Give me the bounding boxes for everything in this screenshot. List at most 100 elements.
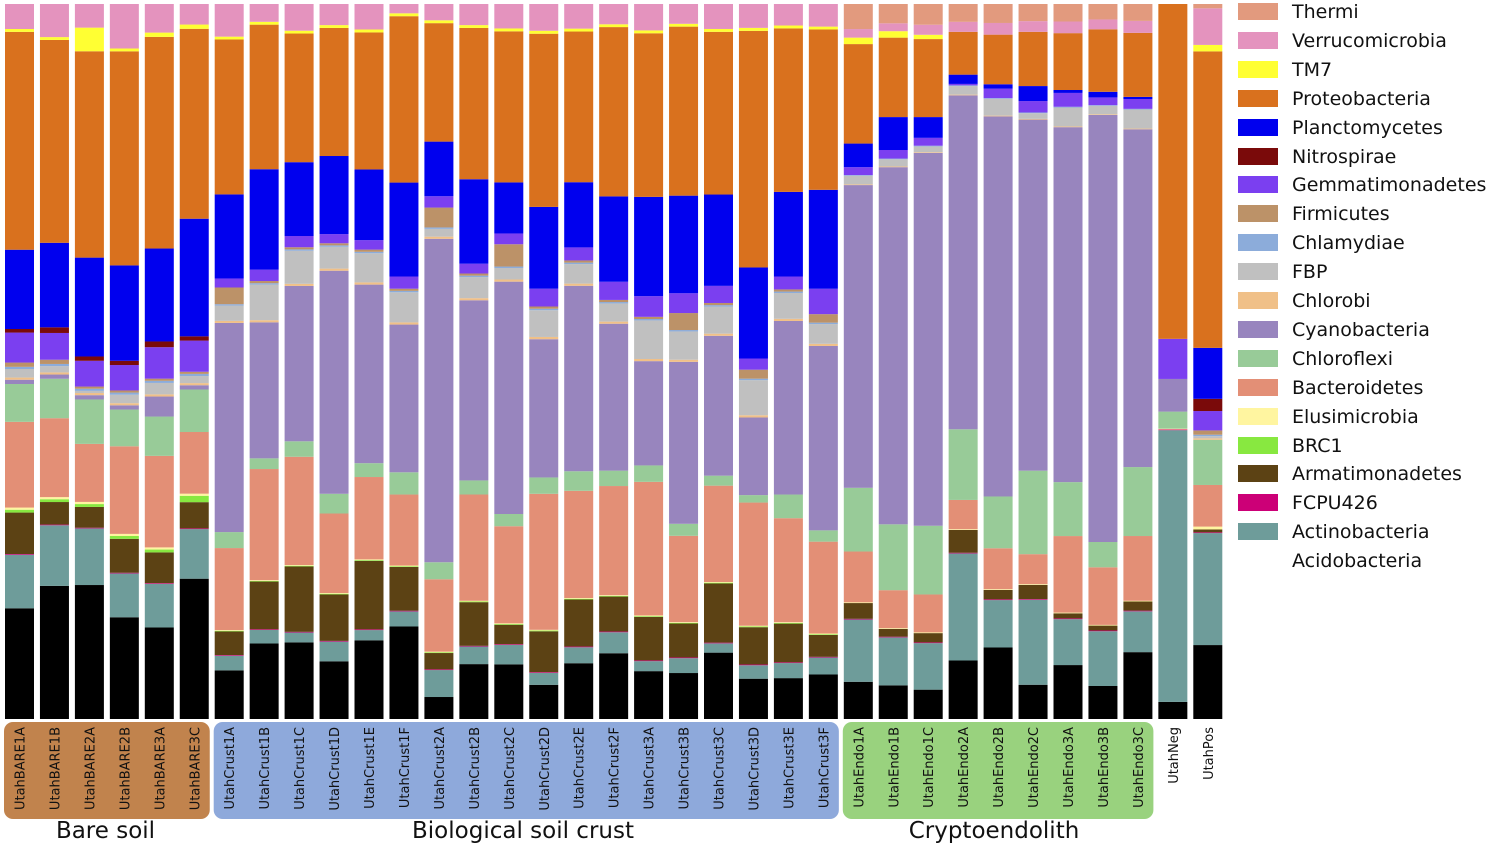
bar-segment-utahcrust3f-proteobacteria [808,29,838,190]
bar-segment-utahbare1b-verrucomicrobia [39,4,69,38]
bar-segment-utahcrust3d-acidobacteria [738,678,768,719]
bar-segment-utahbare1b-fbp [39,366,69,373]
bar-segment-utahendo1a-chlorobi [843,184,873,186]
tick-label-utahcrust2b: UtahCrust2B [468,727,483,810]
bar-segment-utahbare3a-verrucomicrobia [144,4,174,33]
bar-segment-utahneg-proteobacteria [1158,4,1188,339]
bar-segment-utahcrust3a-verrucomicrobia [634,4,664,31]
bar-segment-utahendo1c-bacteroidetes [913,594,943,633]
bar-segment-utahendo2a-cyanobacteria [948,95,978,430]
bar-segment-utahendo2a-chlorobi [948,94,978,96]
bar-segment-utahbare1a-fcpu426 [5,554,34,555]
legend-item-chlamydiae: Chlamydiae [1238,231,1500,255]
bar-segment-utahcrust1c-gemmatimonadetes [284,236,314,248]
bar-segment-utahcrust2f-armatimonadetes [599,596,629,632]
bar-segment-utahcrust1d-cyanobacteria [319,270,349,494]
bar-segment-utahendo3b-verrucomicrobia [1088,19,1118,30]
bar-segment-utahcrust2b-acidobacteria [459,664,489,719]
bar-segment-utahcrust3b-brc1 [669,622,699,624]
bar-segment-utahendo1a-verrucomicrobia [843,29,873,38]
bar-segment-utahcrust3e-chlamydiae [773,291,803,294]
bar-segment-utahendo3a-planctomycetes [1053,90,1083,93]
bar-segment-utahendo2c-thermi [1018,4,1048,22]
bar-segment-utahcrust3c-fcpu426 [704,642,733,644]
bar-segment-utahbare1b-nitrospirae [39,327,69,333]
bar-segment-utahcrust1c-bacteroidetes [284,456,314,566]
bar-segment-utahcrust1c-chlorobi [284,283,314,286]
bar-segment-utahcrust3b-proteobacteria [669,26,699,196]
bar-segment-utahcrust3b-acidobacteria [669,673,699,719]
bar-segment-utahendo1a-armatimonadetes [843,603,873,619]
bar-segment-utahbare3c-firmicutes [179,371,209,374]
bar-segment-utahcrust3a-chloroflexi [634,465,664,482]
bar-segment-utahcrust1b-elusimicrobia [249,580,279,581]
bar-segment-utahendo1c-chloroflexi [913,525,943,595]
bar-segment-utahendo3a-actinobacteria [1053,619,1083,666]
bar-segment-utahcrust2a-proteobacteria [424,23,454,142]
bar-segment-utahcrust1b-armatimonadetes [249,581,279,630]
bar-segment-utahendo1c-tm7 [913,34,943,40]
bar-segment-utahcrust2c-fbp [494,267,524,280]
legend-swatch-planctomycetes [1238,118,1278,136]
bar-segment-utahcrust1c-fcpu426 [284,631,314,633]
bar-segment-utahcrust1f-actinobacteria [389,611,419,627]
bar-segment-utahcrust3a-bacteroidetes [634,481,664,616]
tick-label-utahendo1a: UtahEndo1A [852,727,867,808]
bar-segment-utahcrust2a-planctomycetes [424,141,454,197]
bar-segment-utahbare3a-chlamydiae [144,380,174,383]
bar-segment-utahendo1b-acidobacteria [878,685,908,719]
bar-segment-utahcrust2a-firmicutes [424,207,454,228]
bar-segment-utahbare3a-chlorobi [144,394,174,397]
bar-segment-utahcrust1b-proteobacteria [249,24,279,170]
legend-label-elusimicrobia: Elusimicrobia [1292,405,1419,428]
bar-segment-utahendo3c-chlorobi [1123,128,1153,130]
bar-segment-utahcrust2e-brc1 [564,598,594,600]
tick-label-utahcrust1d: UtahCrust1D [328,727,343,811]
bar-segment-utahendo3c-planctomycetes [1123,96,1153,100]
bar-segment-utahcrust2e-cyanobacteria [564,285,594,472]
bar-segment-utahendo2c-chloroflexi [1018,470,1048,555]
bar-segment-utahcrust1b-verrucomicrobia [249,4,279,22]
legend-label-actinobacteria: Actinobacteria [1292,521,1430,544]
bar-segment-utahbare1a-fbp [5,369,34,378]
bar-segment-utahendo2a-fbp [948,86,978,95]
bar-segment-utahendo3a-elusimicrobia [1053,612,1083,614]
legend-label-fbp: FBP [1292,261,1328,284]
bar-segment-utahcrust1f-fbp [389,292,419,323]
bar-segment-utahcrust3e-proteobacteria [773,28,803,192]
bar-segment-utahcrust1f-elusimicrobia [389,565,419,567]
bar-segment-utahcrust1f-bacteroidetes [389,494,419,566]
bar-segment-utahcrust1d-actinobacteria [319,641,349,662]
bar-segment-utahcrust2e-firmicutes [564,260,594,263]
bar-segment-utahcrust3a-gemmatimonadetes [634,296,664,317]
bar-segment-utahendo1a-cyanobacteria [843,185,873,488]
bar-segment-utahcrust2f-elusimicrobia [599,595,629,596]
bar-segment-utahcrust3e-tm7 [773,25,803,29]
bar-segment-utahcrust3f-acidobacteria [808,674,838,719]
bar-segment-utahcrust1b-cyanobacteria [249,322,279,459]
legend-item-gemmatimonadetes: Gemmatimonadetes [1238,173,1500,197]
bar-segment-utahbare1b-armatimonadetes [39,502,69,525]
bar-segment-utahcrust3e-cyanobacteria [773,320,803,495]
bar-segment-utahbare2b-gemmatimonadetes [109,365,139,391]
bar-segment-utahcrust1a-chlorobi [214,320,244,323]
bar-segment-utahendo2b-gemmatimonadetes [983,88,1013,99]
bar-segment-utahbare3a-bacteroidetes [144,455,174,548]
bar-segment-utahcrust2e-chloroflexi [564,471,594,491]
legend-swatch-acidobacteria [1238,552,1278,569]
bar-segment-utahendo1c-thermi [913,4,943,25]
bar-segment-utahbare1a-tm7 [5,29,34,32]
bar-segment-utahendo1b-chloroflexi [878,524,908,591]
legend-item-firmicutes: Firmicutes [1238,202,1500,226]
bar-segment-utahbare1a-gemmatimonadetes [5,332,34,363]
bar-segment-utahbare2a-gemmatimonadetes [74,360,104,387]
legend-item-tm7: TM7 [1238,58,1500,82]
bar-segment-utahendo1a-thermi [843,4,873,30]
bar-segment-utahcrust2b-actinobacteria [459,646,489,665]
bar-segment-utahpos-verrucomicrobia [1193,8,1223,45]
bar-segment-utahbare2a-armatimonadetes [74,506,104,528]
bar-segment-utahbare3a-fcpu426 [144,583,174,584]
bar-segment-utahendo2c-cyanobacteria [1018,119,1048,471]
bar-segment-utahbare3c-brc1 [179,495,209,503]
bar-segment-utahcrust2c-chlamydiae [494,266,524,268]
